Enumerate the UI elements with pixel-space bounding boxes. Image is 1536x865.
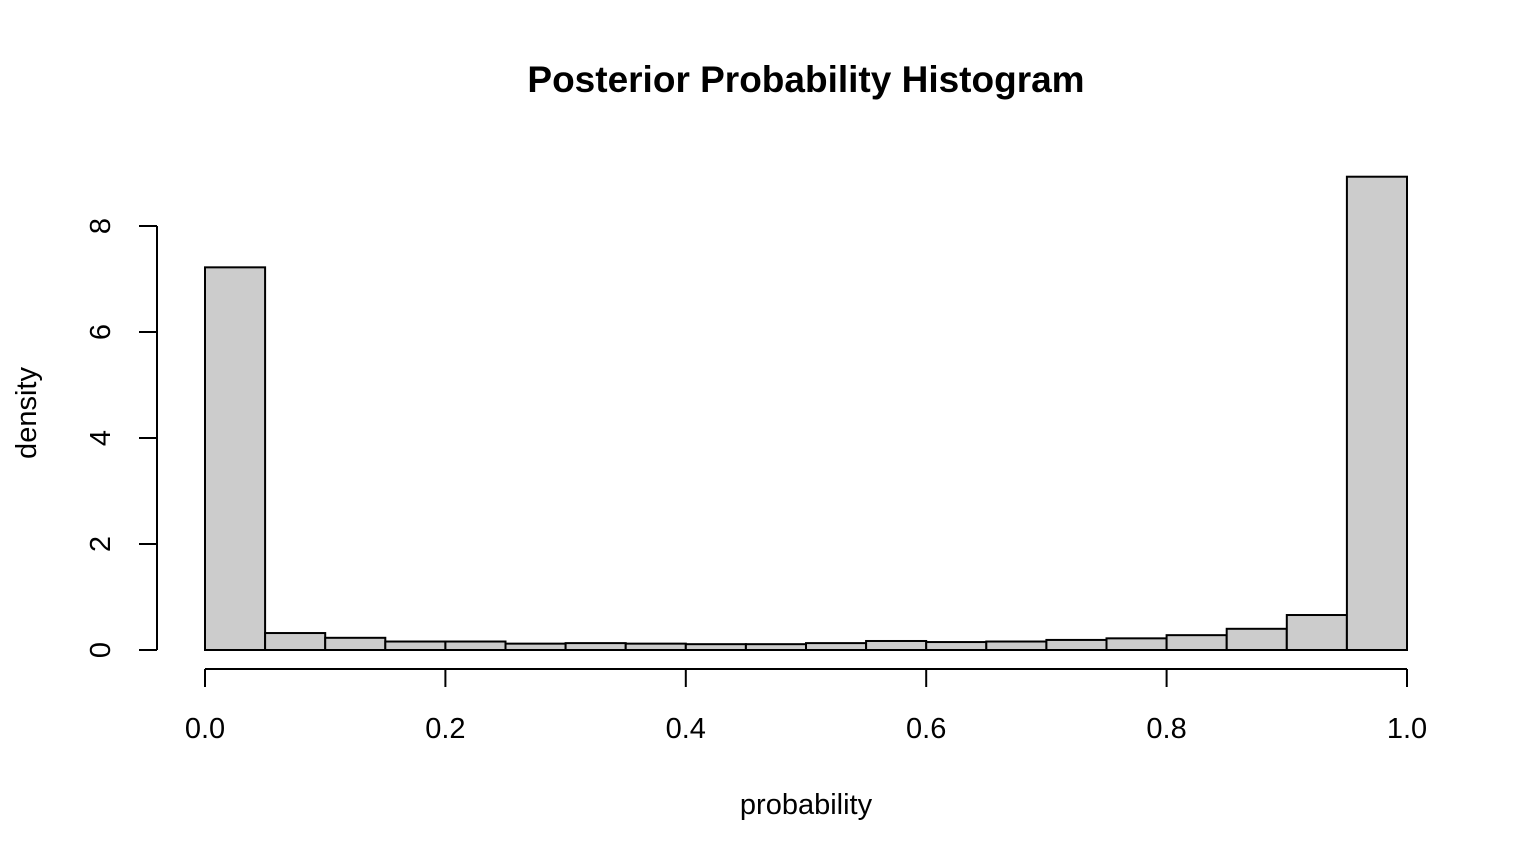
y-tick-label-3: 6 xyxy=(85,324,117,340)
x-tick-label-0: 0.0 xyxy=(185,713,225,745)
histogram-bar-10 xyxy=(805,642,868,651)
x-tick-label-3: 0.6 xyxy=(906,713,946,745)
histogram-bar-6 xyxy=(564,642,627,651)
histogram-bar-12 xyxy=(925,641,988,651)
histogram-bar-19 xyxy=(1345,175,1409,652)
histogram-bar-7 xyxy=(624,642,687,652)
histogram-bar-0 xyxy=(204,266,267,651)
x-axis: 0.0 0.2 0.4 0.6 0.8 1.0 xyxy=(185,668,1427,745)
histogram-bar-9 xyxy=(744,643,808,651)
bars-group xyxy=(204,175,1409,652)
y-tick-label-1: 2 xyxy=(85,536,117,552)
x-tick-label-1: 0.2 xyxy=(425,713,465,745)
y-axis: 0 2 4 6 8 xyxy=(85,218,158,658)
y-tick-label-2: 4 xyxy=(85,430,117,446)
y-axis-label: density xyxy=(11,367,43,459)
histogram-bar-5 xyxy=(504,642,567,652)
x-axis-label: probability xyxy=(740,789,873,821)
histogram-bar-2 xyxy=(324,636,387,651)
histogram-bar-18 xyxy=(1285,614,1348,652)
histogram-bar-13 xyxy=(985,640,1048,652)
y-tick-label-0: 0 xyxy=(85,642,117,658)
histogram-bar-1 xyxy=(264,632,327,651)
x-tick-label-5: 1.0 xyxy=(1387,713,1427,745)
histogram-bar-16 xyxy=(1165,634,1228,651)
histogram-bar-15 xyxy=(1105,637,1168,652)
y-tick-label-4: 8 xyxy=(85,218,117,234)
histogram-bar-11 xyxy=(865,639,928,651)
histogram-bar-8 xyxy=(684,643,747,651)
chart-title: Posterior Probability Histogram xyxy=(527,59,1084,100)
x-tick-label-2: 0.4 xyxy=(666,713,706,745)
histogram-bar-3 xyxy=(384,640,447,652)
histogram-bar-4 xyxy=(444,640,507,652)
histogram-bar-17 xyxy=(1225,627,1288,651)
histogram-bar-14 xyxy=(1045,638,1108,651)
x-tick-label-4: 0.8 xyxy=(1146,713,1186,745)
